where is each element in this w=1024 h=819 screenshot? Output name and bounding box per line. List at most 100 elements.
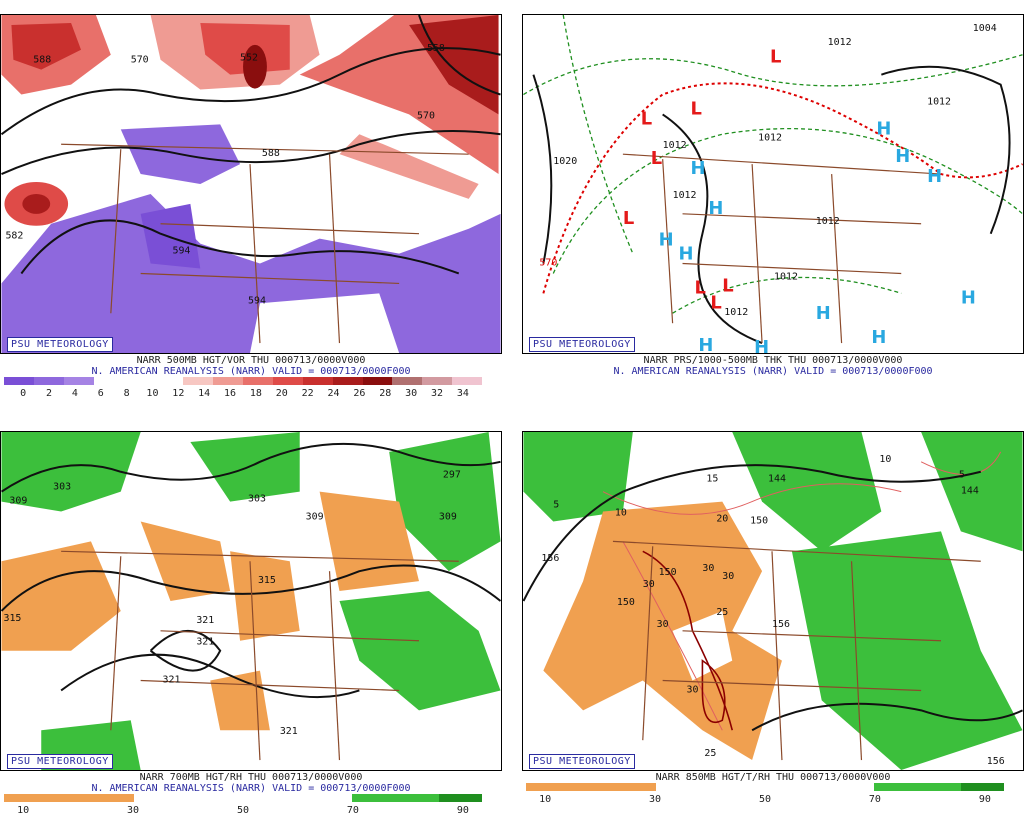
colorbar-tick-label: 10 bbox=[539, 794, 552, 805]
contour-labels-850: 5 15 10 20 144 150 156 150 150 156 30 30… bbox=[541, 454, 1004, 767]
colorbar-segment bbox=[272, 377, 303, 385]
colorbar-tick-label: 24 bbox=[327, 388, 340, 399]
contour-label: 309 bbox=[439, 511, 457, 522]
panel-title: NARR 850MB HGT/T/RH THU 000713/0000V000 bbox=[655, 772, 891, 783]
colorbar-ticks: 10 30 50 70 90 bbox=[4, 805, 482, 817]
contour-label: 1012 bbox=[816, 216, 840, 227]
contour-label: 30 bbox=[657, 619, 669, 630]
panel-title: NARR 500MB HGT/VOR THU 000713/0000V000 bbox=[136, 355, 366, 366]
contour-label: 25 bbox=[716, 607, 728, 618]
contour-label: 1004 bbox=[973, 23, 997, 34]
contour-label: 5 bbox=[553, 500, 559, 511]
low-symbol: L bbox=[651, 148, 662, 169]
colorbar-segment bbox=[90, 794, 135, 802]
colorbar-ticks: 0 2 4 6 8 10 12 14 16 18 20 22 24 26 28 30 32 34 bbox=[4, 388, 482, 400]
high-symbol: H bbox=[698, 335, 713, 353]
colorbar-tick-label: 90 bbox=[456, 805, 469, 816]
contour-label: 321 bbox=[196, 637, 214, 648]
contour-label: 582 bbox=[5, 231, 23, 242]
contour-label: 1012 bbox=[828, 37, 852, 48]
contour-label: 30 bbox=[702, 563, 714, 574]
colorbar-segment bbox=[873, 783, 918, 791]
map-700mb-svg: 303 309 303 309 297 309 315 315 321 321 … bbox=[1, 432, 501, 770]
contour-label: 1012 bbox=[673, 190, 697, 201]
contour-label: 570 bbox=[417, 110, 435, 121]
colorbar-segment bbox=[452, 377, 482, 385]
contour-label: 156 bbox=[541, 553, 559, 564]
contour-label: 321 bbox=[163, 675, 181, 686]
high-symbol: H bbox=[871, 327, 886, 348]
contour-label: 20 bbox=[716, 513, 728, 524]
contour-label: 150 bbox=[659, 567, 677, 578]
colorbar-segment bbox=[569, 783, 613, 791]
contour-label: 30 bbox=[687, 684, 699, 695]
psu-meteorology-badge: PSU METEOROLOGY bbox=[7, 754, 113, 769]
contour-label: 1012 bbox=[927, 96, 951, 107]
low-symbol: L bbox=[710, 292, 721, 313]
colorbar-segment bbox=[93, 377, 124, 385]
contour-labels-500: 588 570 558 582 552 570 588 594 594 bbox=[5, 43, 444, 307]
map-pressure: L L L L L L L L H H H H H H H H H H H H bbox=[522, 14, 1024, 354]
high-symbol: H bbox=[754, 337, 769, 353]
contour-label: 5 bbox=[959, 470, 965, 481]
colorbar-tick-label: 28 bbox=[379, 388, 392, 399]
colorbar-segment bbox=[438, 794, 482, 802]
colorbar-segment bbox=[308, 794, 352, 802]
colorbar-segment bbox=[656, 783, 700, 791]
high-symbol: H bbox=[876, 118, 891, 139]
low-symbol: L bbox=[722, 275, 733, 296]
contour-label: 1012 bbox=[758, 132, 782, 143]
colorbar-rh bbox=[4, 794, 482, 802]
contour-label: 309 bbox=[9, 496, 27, 507]
colorbar-tick-label: 16 bbox=[224, 388, 237, 399]
contour-label: 30 bbox=[722, 571, 734, 582]
colorbar-tick-label: 30 bbox=[405, 388, 418, 399]
map-500mb: 588 570 558 582 552 570 588 594 594 PSU … bbox=[0, 14, 502, 354]
contour-label: 156 bbox=[772, 619, 790, 630]
colorbar-segment bbox=[392, 377, 423, 385]
colorbar-tick-label: 6 bbox=[97, 388, 104, 399]
psu-meteorology-badge: PSU METEOROLOGY bbox=[529, 754, 635, 769]
contour-label: 588 bbox=[262, 148, 280, 159]
colorbar-segment bbox=[243, 377, 273, 385]
colorbar-segment bbox=[4, 377, 34, 385]
contour-label: 570 bbox=[539, 258, 557, 269]
contour-label: 1012 bbox=[724, 307, 748, 318]
colorbar-tick-label: 18 bbox=[249, 388, 262, 399]
colorbar-segment bbox=[4, 794, 48, 802]
contour-label: 315 bbox=[3, 613, 21, 624]
colorbar-segment bbox=[612, 783, 657, 791]
colorbar-tick-label: 12 bbox=[172, 388, 185, 399]
high-symbol: H bbox=[927, 166, 942, 187]
colorbar-segment bbox=[743, 783, 787, 791]
colorbar-segment bbox=[221, 794, 265, 802]
contour-label: 315 bbox=[258, 575, 276, 586]
colorbar-tick-label: 50 bbox=[758, 794, 772, 805]
low-symbol: L bbox=[641, 108, 652, 129]
contour-label: 30 bbox=[643, 579, 655, 590]
colorbar-segment bbox=[362, 377, 393, 385]
contour-label: 558 bbox=[427, 43, 445, 54]
contour-label: 321 bbox=[196, 615, 214, 626]
colorbar-tick-label: 90 bbox=[978, 794, 991, 805]
contour-label: 594 bbox=[248, 295, 266, 306]
contour-label: 321 bbox=[280, 726, 298, 737]
colorbar-segment bbox=[134, 794, 178, 802]
contour-label: 150 bbox=[617, 597, 635, 608]
psu-meteorology-badge: PSU METEOROLOGY bbox=[7, 337, 113, 352]
colorbar-tick-label: 10 bbox=[17, 805, 30, 816]
high-symbol: H bbox=[690, 158, 705, 179]
panel-700mb-rh: 303 309 303 309 297 309 315 315 321 321 … bbox=[0, 417, 502, 816]
colorbar-tick-label: 22 bbox=[301, 388, 314, 399]
contour-label: 1012 bbox=[774, 271, 798, 282]
colorbar-segment bbox=[264, 794, 309, 802]
colorbar-tick-label: 2 bbox=[45, 388, 52, 399]
contour-label: 1012 bbox=[663, 140, 687, 151]
low-symbol: L bbox=[623, 208, 634, 229]
contour-label: 25 bbox=[704, 748, 716, 759]
map-700mb: 303 309 303 309 297 309 315 315 321 321 … bbox=[0, 431, 502, 771]
colorbar-tick-label: 10 bbox=[146, 388, 159, 399]
colorbar-tick-label: 70 bbox=[346, 805, 359, 816]
colorbar-segment bbox=[213, 377, 243, 385]
high-symbol: H bbox=[708, 198, 723, 219]
